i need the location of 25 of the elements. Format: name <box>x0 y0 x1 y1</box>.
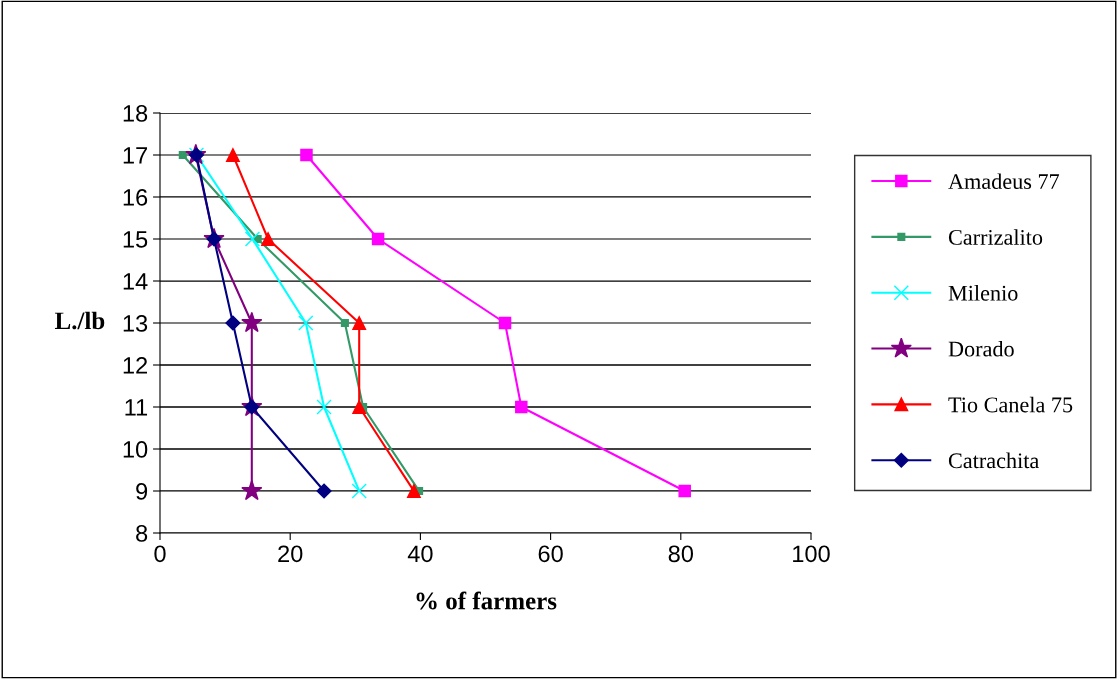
legend-label: Carrizalito <box>948 229 1043 245</box>
y-axis-title: L./lb <box>54 311 105 330</box>
legend-label: Dorado <box>948 340 1014 357</box>
x-tick-label: 40 <box>407 545 433 563</box>
y-tick-label: 10 <box>123 441 148 458</box>
x-tick-label: 100 <box>793 545 830 563</box>
x-axis-title: % of farmers <box>416 591 557 610</box>
y-tick-label: 13 <box>123 315 148 332</box>
y-tick-label: 17 <box>123 147 148 164</box>
x-tick-label: 20 <box>278 545 303 563</box>
y-tick-label: 9 <box>136 483 148 500</box>
legend-label: Milenio <box>948 285 1018 301</box>
y-tick-label: 12 <box>123 357 148 374</box>
x-tick-label: 80 <box>668 545 694 563</box>
legend-label: Catrachita <box>948 452 1039 469</box>
y-tick-label: 15 <box>123 231 148 248</box>
y-tick-label: 18 <box>123 105 148 122</box>
x-tick-label: 60 <box>538 545 563 563</box>
y-tick-label: 14 <box>123 273 148 290</box>
y-tick-label: 11 <box>125 399 148 416</box>
legend-label: Tio Canela 75 <box>948 396 1073 413</box>
x-tick-label: 0 <box>154 545 166 563</box>
legend-label: Amadeus 77 <box>948 173 1060 190</box>
y-tick-label: 8 <box>136 525 148 542</box>
y-tick-label: 16 <box>123 189 148 206</box>
